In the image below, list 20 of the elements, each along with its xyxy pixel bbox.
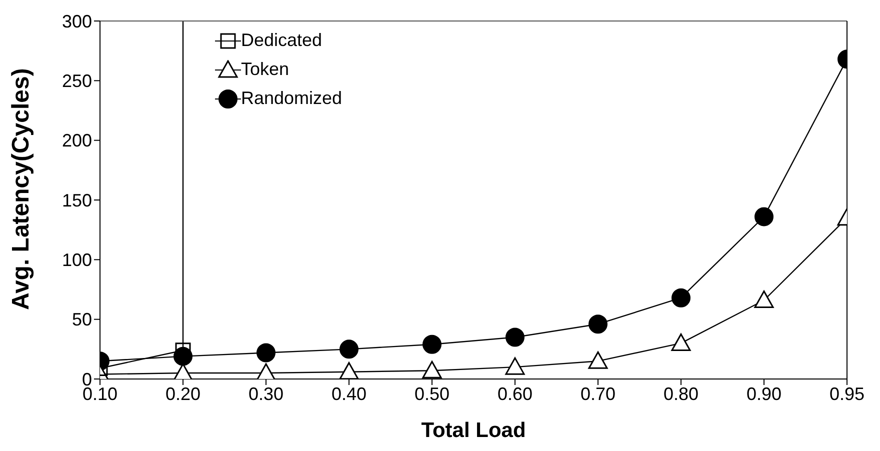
x-tick-label: 0.40	[331, 384, 367, 404]
y-tick-label: 50	[72, 310, 92, 330]
y-tick-label: 250	[62, 71, 92, 92]
y-tick-label: 200	[62, 130, 92, 151]
x-tick-label: 0.70	[580, 384, 616, 404]
y-tick-label: 150	[62, 190, 92, 210]
legend-label: Token	[241, 59, 290, 80]
x-tick-label: 0.95	[829, 384, 865, 404]
x-tick-label: 0.60	[497, 384, 533, 404]
legend-label: Dedicated	[241, 30, 322, 51]
legend-label: Randomized	[241, 88, 342, 109]
y-tick-label: 100	[62, 250, 92, 270]
x-tick-label: 0.90	[746, 384, 782, 404]
x-tick-label: 0.20	[165, 384, 201, 404]
x-tick-label: 0.30	[248, 384, 284, 404]
x-tick-label: 0.80	[663, 384, 699, 404]
x-tick-label: 0.50	[414, 384, 450, 404]
y-tick-label: 300	[62, 11, 92, 32]
y-axis-title: Avg. Latency(Cycles)	[8, 68, 35, 310]
x-axis-title: Total Load	[421, 419, 526, 442]
